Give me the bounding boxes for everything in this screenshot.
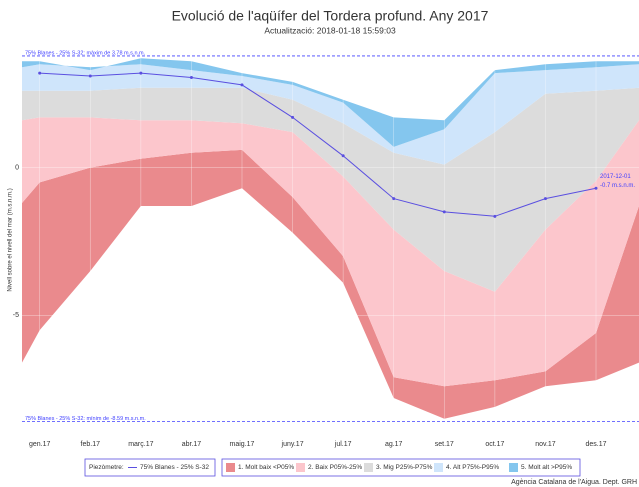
x-tick-label: feb.17 xyxy=(81,441,101,448)
band-area xyxy=(22,87,639,292)
x-tick-label: gen.17 xyxy=(29,441,51,448)
line-point xyxy=(493,214,497,218)
band-area xyxy=(22,64,639,165)
band-area xyxy=(22,149,639,419)
x-tick-label: ag.17 xyxy=(385,441,403,448)
legend-title: Piezòmetre: xyxy=(89,464,124,471)
line-point xyxy=(442,210,446,214)
x-tick-label: abr.17 xyxy=(182,441,202,448)
chart-title: Evolució de l'aqüífer del Tordera profun… xyxy=(172,8,489,24)
legend-label: 5. Molt alt >P95% xyxy=(521,464,572,471)
source: Agència Catalana de l'Aigua. Dept. GRH xyxy=(511,479,637,486)
x-tick-label: set.17 xyxy=(435,441,454,448)
x-tick-label: nov.17 xyxy=(535,441,556,448)
legend-box xyxy=(221,458,581,477)
x-tick-label: juny.17 xyxy=(281,441,304,448)
annotation-date: 2017-12-01 xyxy=(600,174,631,180)
legend-label: 3. Mig P25%-P75% xyxy=(376,464,433,471)
legend-swatch xyxy=(509,463,518,472)
legend-label: 1. Molt baix <P05% xyxy=(238,464,294,471)
legend-label: 4. Alt P75%-P95% xyxy=(446,464,499,471)
legend-swatch xyxy=(296,463,305,472)
x-tick-label: maig.17 xyxy=(230,441,255,448)
line-point xyxy=(88,74,92,78)
x-tick-label: març.17 xyxy=(128,441,153,448)
line-point xyxy=(543,197,547,201)
reference-label: 75% Blanes - 25% S-32: mínim de -8.59 m.… xyxy=(25,416,146,422)
line-point xyxy=(139,71,143,75)
legend-swatch xyxy=(226,463,235,472)
annotation-value: -0.7 m.s.n.m. xyxy=(600,183,635,189)
legend-swatch xyxy=(364,463,373,472)
line-point xyxy=(240,83,244,87)
line-point xyxy=(594,186,598,190)
line-point xyxy=(291,115,295,119)
x-tick-label: des.17 xyxy=(585,441,606,448)
chart-subtitle: Actualització: 2018-01-18 15:59:03 xyxy=(264,25,396,35)
line-point xyxy=(392,197,396,201)
plot-area xyxy=(22,45,639,432)
band-area xyxy=(22,117,639,387)
reference-label: 75% Blanes - 25% S-32: màxim de 3.78 m.s… xyxy=(25,50,146,56)
legend-label: 75% Blanes - 25% S-32 xyxy=(140,464,209,471)
legend-label: 2. Baix P05%-25% xyxy=(308,464,362,471)
x-tick-label: jul.17 xyxy=(334,441,352,448)
line xyxy=(39,72,597,217)
x-tick-label: oct.17 xyxy=(485,441,504,448)
line-point xyxy=(341,154,345,158)
line-point xyxy=(38,71,42,75)
legend-box xyxy=(84,458,216,477)
legend-swatch xyxy=(434,463,443,472)
y-axis-label: Nivell sobre el nivell del mar (m.s.n.m.… xyxy=(8,188,14,291)
band-area xyxy=(22,58,639,147)
line-point xyxy=(189,75,193,79)
y-tick-label: -5 xyxy=(13,312,19,319)
y-tick-label: 0 xyxy=(15,164,19,171)
